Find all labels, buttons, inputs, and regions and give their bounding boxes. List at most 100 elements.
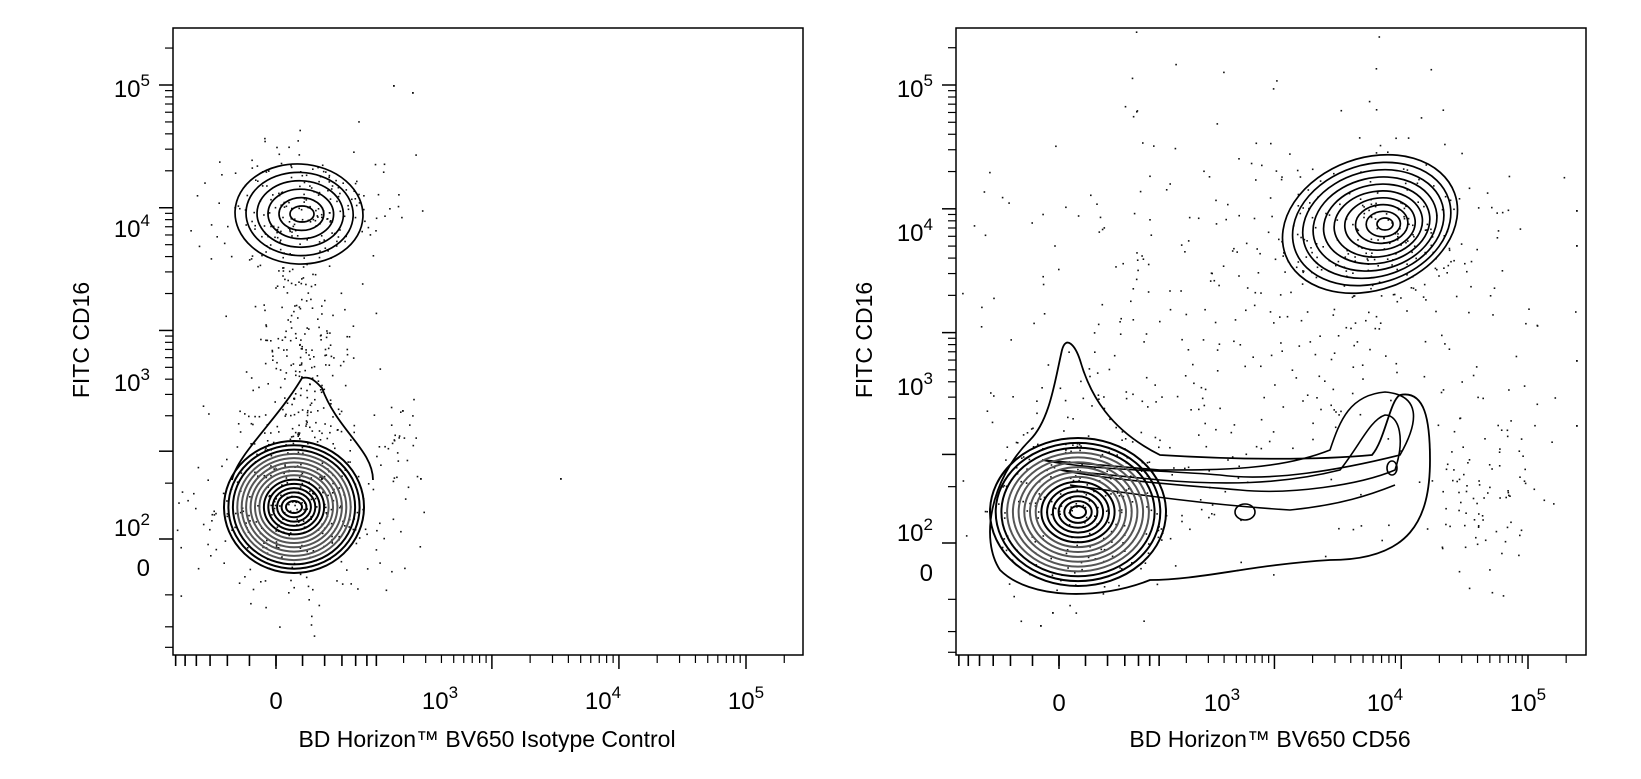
event-dot [1408,223,1410,226]
event-dot [1154,436,1157,439]
event-dot [178,502,180,504]
event-dot [1108,368,1111,371]
event-dot [283,472,285,475]
event-dot [1255,179,1257,181]
contour-line [256,179,345,249]
event-dot [374,163,377,166]
event-dot [291,427,294,430]
event-dot [250,602,252,605]
event-dot [294,305,296,307]
event-dot [1340,410,1342,413]
event-dot [1297,205,1300,207]
event-dot [1123,524,1126,527]
event-dot [1383,237,1385,240]
event-dot [1280,178,1283,181]
event-dot [1395,362,1398,365]
event-dot [1131,501,1134,503]
event-dot [1534,424,1536,427]
event-dot [318,191,321,194]
event-dot [224,540,227,542]
event-dot [1090,194,1092,197]
contour-line [1040,480,1116,544]
event-dot [294,332,297,335]
event-dot [1352,528,1355,531]
event-dot [1082,504,1085,507]
event-dot [1345,270,1348,272]
event-dot [1050,513,1053,516]
event-dot [1489,569,1491,571]
event-dot [1113,354,1116,357]
event-dot [1067,567,1069,569]
event-dot [1333,308,1336,311]
event-dot [317,166,319,169]
event-dot [276,146,278,149]
event-dot [284,278,286,281]
event-dot [1043,496,1046,499]
event-dot [289,253,291,255]
event-dot [1020,620,1023,623]
event-dot [297,140,299,142]
event-dot [1378,281,1381,283]
y-axis-label: FITC CD16 [68,282,94,398]
event-dot [983,191,986,193]
event-dot [320,213,323,216]
event-dot [294,431,297,434]
event-dot [1478,484,1481,486]
event-dot [290,314,293,317]
event-dot [303,193,305,196]
event-dot [1407,217,1410,220]
event-dot [301,472,304,475]
event-dot [1385,213,1388,215]
y-tick-1e5-base: 10 [114,76,141,103]
contour-line [1017,461,1139,563]
event-dot [245,371,248,373]
event-dot [270,474,272,477]
event-dot [272,225,275,228]
event-dot [1296,169,1299,172]
event-dot [364,528,367,531]
event-dot [291,231,293,233]
event-dot [1373,258,1376,261]
event-dot [1536,403,1539,406]
event-dot [303,181,306,184]
event-dot [393,439,396,441]
event-dot [305,351,307,354]
event-dot [314,398,316,401]
event-dot [346,353,349,356]
event-dot [245,224,247,226]
event-dot [250,443,252,445]
y-tick-label-0: 0 [137,555,150,582]
event-dot [1093,332,1096,334]
event-dot [413,398,415,401]
event-dot [1147,406,1149,408]
x-tick-0-base: 0 [269,688,282,715]
event-dot [1037,443,1039,446]
event-dot [301,218,304,221]
event-dot [1281,176,1283,178]
event-dot [352,357,355,359]
event-dot [1336,219,1339,221]
event-dot [1136,111,1138,113]
event-dot [289,339,292,342]
event-dot [1253,217,1256,220]
event-dot [1576,425,1578,427]
event-dot [1305,256,1308,258]
event-dot [1441,546,1444,549]
event-dot [1460,501,1462,504]
event-dot [1458,478,1461,481]
y-tick-1e4-exp: 4 [924,215,933,234]
event-dot [1169,537,1172,540]
event-dot [318,326,320,329]
event-dot [313,356,315,358]
event-dot [283,349,285,351]
event-dot [361,283,364,285]
event-dot [254,228,256,230]
event-dot [1101,303,1104,306]
event-dot [339,506,341,509]
y-tick-0-base: 0 [137,555,150,582]
event-dot [337,186,340,189]
event-dot [1001,196,1004,199]
event-dot [319,439,322,441]
event-dot [278,270,280,272]
event-dot [275,498,277,500]
